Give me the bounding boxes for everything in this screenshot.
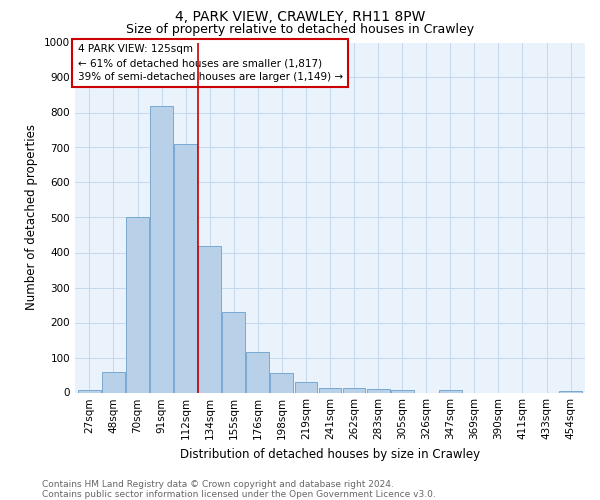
Bar [247, 352, 269, 393]
Bar [126, 218, 149, 392]
Bar [271, 372, 293, 392]
Bar [150, 106, 173, 393]
Y-axis label: Number of detached properties: Number of detached properties [25, 124, 38, 310]
Bar [198, 246, 221, 392]
Bar [343, 388, 365, 392]
Text: 4, PARK VIEW, CRAWLEY, RH11 8PW: 4, PARK VIEW, CRAWLEY, RH11 8PW [175, 10, 425, 24]
Bar [559, 391, 582, 392]
Bar [319, 388, 341, 392]
Text: 4 PARK VIEW: 125sqm
← 61% of detached houses are smaller (1,817)
39% of semi-det: 4 PARK VIEW: 125sqm ← 61% of detached ho… [77, 44, 343, 82]
Bar [174, 144, 197, 392]
Bar [102, 372, 125, 392]
Bar [367, 389, 389, 392]
Bar [295, 382, 317, 392]
Bar [78, 390, 101, 392]
Text: Size of property relative to detached houses in Crawley: Size of property relative to detached ho… [126, 22, 474, 36]
X-axis label: Distribution of detached houses by size in Crawley: Distribution of detached houses by size … [180, 448, 480, 461]
Bar [391, 390, 413, 392]
Bar [439, 390, 462, 392]
Text: Contains HM Land Registry data © Crown copyright and database right 2024.
Contai: Contains HM Land Registry data © Crown c… [42, 480, 436, 499]
Bar [223, 312, 245, 392]
